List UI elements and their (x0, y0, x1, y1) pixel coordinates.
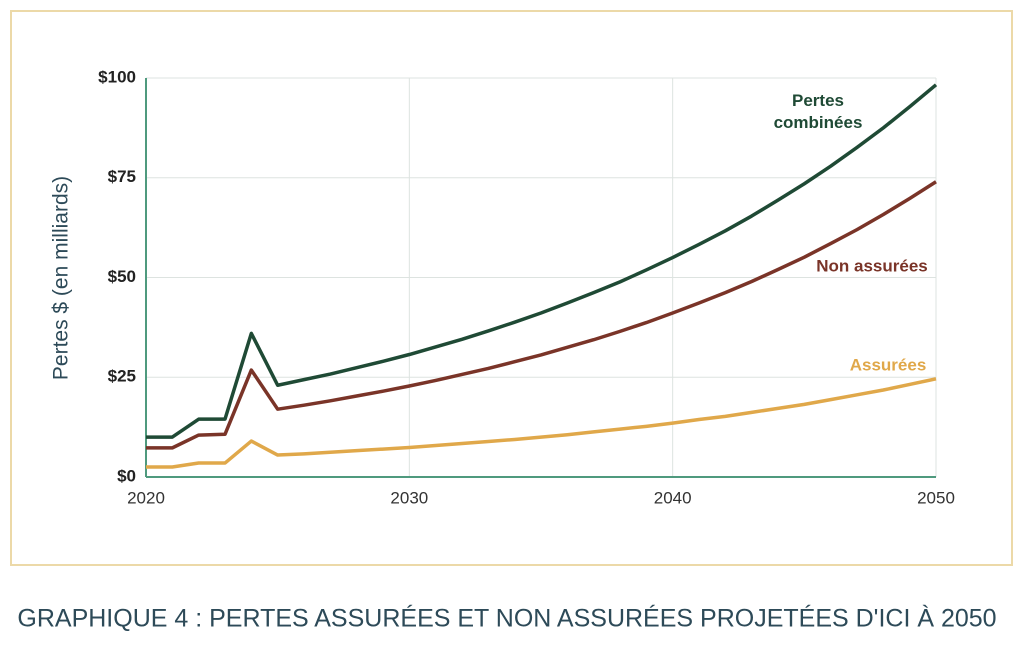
y-tick-label: $0 (117, 466, 136, 485)
series-label: Pertes combinées (774, 91, 863, 132)
line-series (146, 377, 937, 469)
frame (10, 10, 1013, 566)
y-tick-label: $100 (98, 67, 136, 86)
chart-title: GRAPHIQUE 4 : PERTES ASSURÉES ET NON ASS… (17, 604, 996, 633)
series-label: Non assurées (816, 256, 928, 275)
line-series (146, 83, 938, 439)
y-axis-label: Pertes $ (en milliards) (50, 176, 73, 380)
y-tick-label: $50 (108, 267, 136, 286)
x-tick-label: 2040 (654, 488, 692, 507)
series-label: Assurées (850, 355, 927, 374)
line-series (146, 180, 937, 450)
y-tick-label: $25 (108, 367, 136, 386)
x-tick-label: 2030 (390, 488, 428, 507)
x-tick-label: 2020 (127, 488, 165, 507)
y-tick-label: $75 (108, 167, 136, 186)
x-tick-label: 2050 (917, 488, 955, 507)
